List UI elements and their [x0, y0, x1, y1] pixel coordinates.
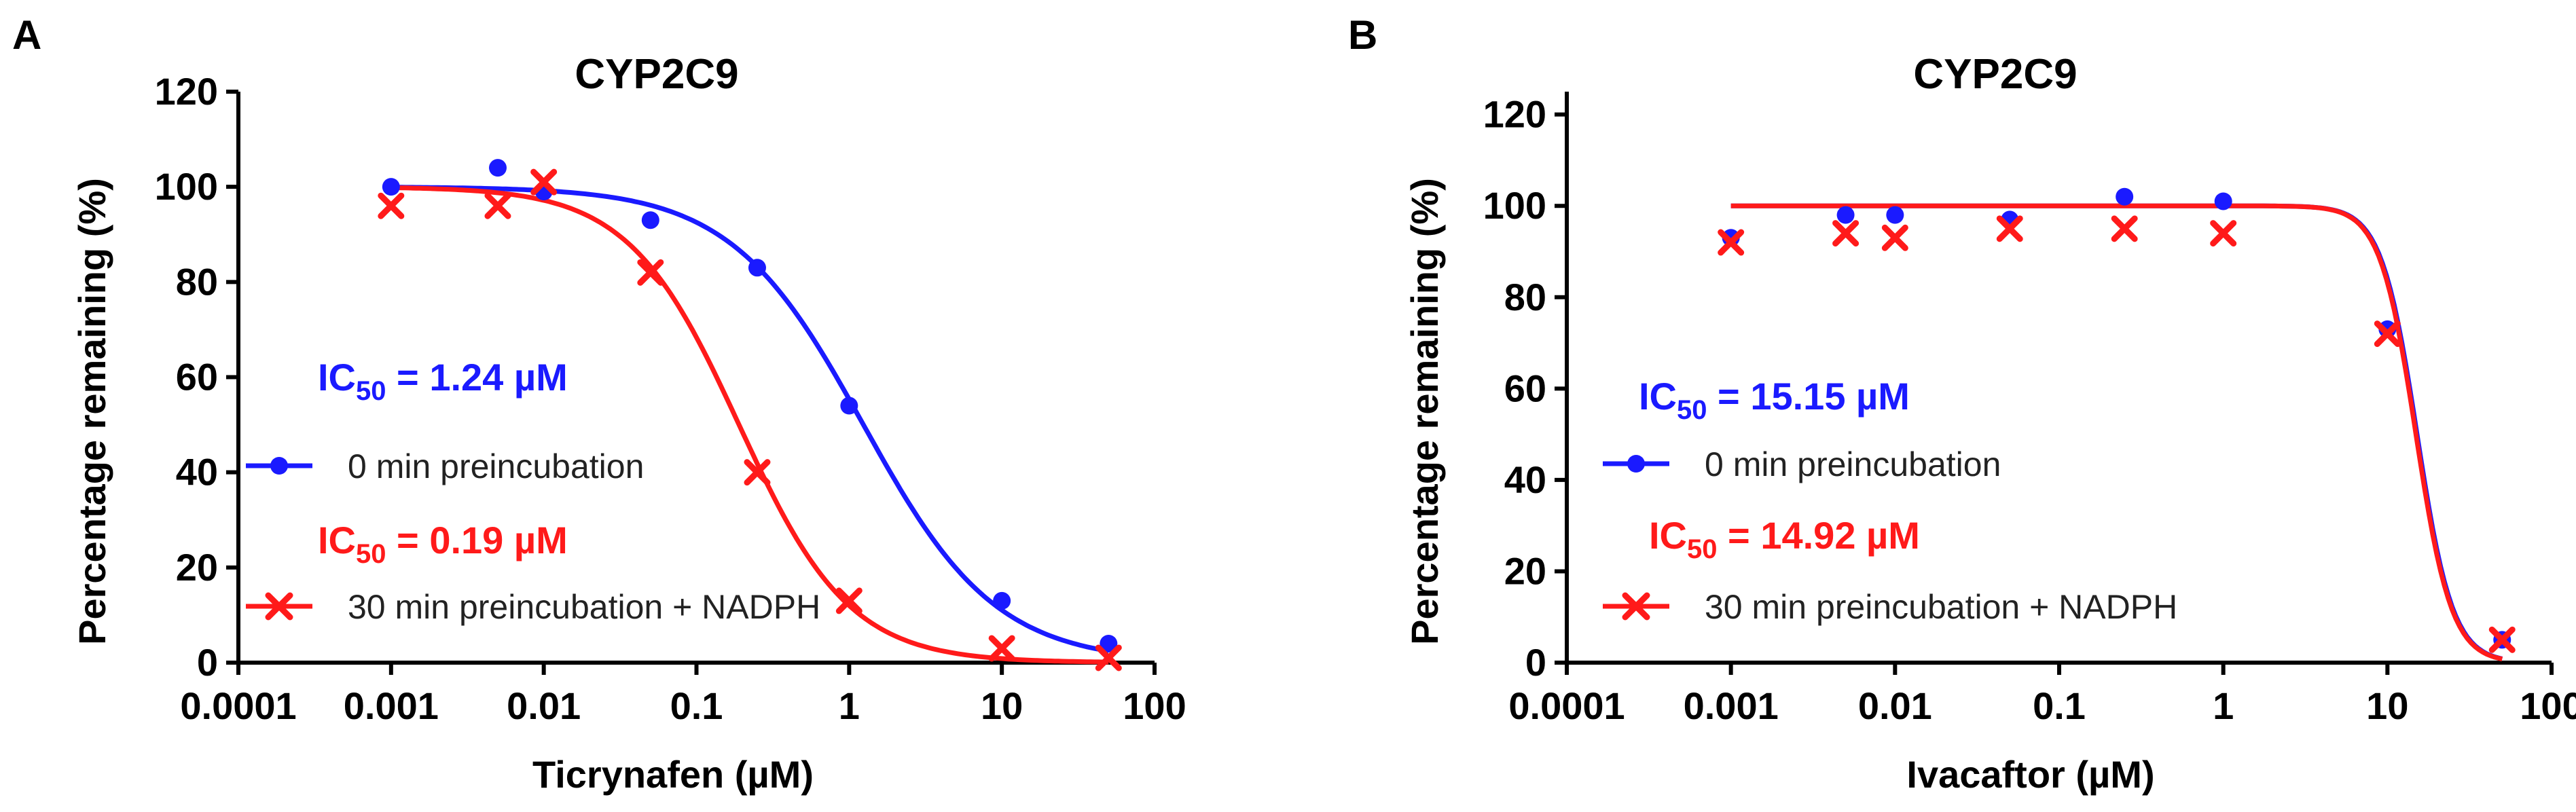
legend-x-stroke — [1622, 592, 1650, 621]
data-point-x — [1832, 220, 1860, 247]
panel-a: A CYP2C9 0.0001 0.001 0.01 0.1 1 10 100 0 20 40 60… — [12, 12, 1186, 796]
legend-marker-circle — [270, 457, 288, 475]
data-point-circle — [1886, 206, 1904, 224]
y-tick-label: 20 — [176, 546, 218, 589]
legend-marker-circle — [1627, 455, 1645, 473]
y-tick-label: 40 — [1504, 458, 1546, 501]
legend: 0 min preincubation 30 min preincubation… — [246, 447, 820, 626]
data-point-x — [530, 168, 558, 196]
chart-title: CYP2C9 — [1913, 51, 2077, 98]
x-tick-label: 0.0001 — [1508, 684, 1625, 727]
y-tick-label: 0 — [197, 641, 218, 684]
legend-label-30min: 30 min preincubation + NADPH — [348, 588, 820, 626]
fit-curves — [1730, 203, 2503, 662]
legend-label-30min: 30 min preincubation + NADPH — [1705, 588, 2177, 626]
data-point-x — [744, 459, 771, 486]
data-point-circle — [748, 259, 766, 277]
x-tick-label: 1 — [2213, 684, 2234, 727]
legend: 0 min preincubation 30 min preincubation… — [1603, 445, 2177, 626]
y-tick-label: 100 — [1483, 184, 1546, 227]
y-tick-label: 60 — [1504, 367, 1546, 409]
data-point-x — [2210, 220, 2237, 247]
data-point-circle — [641, 211, 659, 229]
y-tick-label: 0 — [1525, 641, 1546, 684]
data-point-x — [2111, 215, 2138, 242]
x-tick-label: 0.001 — [344, 684, 439, 727]
x-tick-label: 0.1 — [670, 684, 723, 727]
legend-label-0min: 0 min preincubation — [348, 447, 644, 485]
panel-letter-a: A — [12, 12, 41, 58]
y-tick-label: 40 — [176, 451, 218, 494]
y-tick-label: 120 — [155, 70, 218, 113]
data-point-circle — [382, 178, 400, 196]
y-tick-label: 20 — [1504, 549, 1546, 592]
y-tick-label: 100 — [155, 165, 218, 208]
data-point-x — [1095, 644, 1122, 671]
y-tick-label: 80 — [1504, 276, 1546, 318]
data-point-circle — [993, 591, 1011, 610]
axes: 0.0001 0.001 0.01 0.1 1 10 100 0 20 40 60 80 100 120 — [1483, 92, 2576, 727]
data-point-circle — [1100, 634, 1118, 652]
x-tick-label: 100 — [2520, 684, 2576, 727]
x-tick-label: 0.0001 — [180, 684, 296, 727]
ic50-red-label: IC50 = 14.92 µM — [1649, 514, 1920, 564]
data-point-circle — [488, 159, 507, 177]
data-points — [378, 159, 1122, 671]
x-tick-label: 10 — [2366, 684, 2408, 727]
fit-curve-red — [1730, 203, 2503, 662]
x-axis-label: Ticrynafen (µM) — [532, 753, 814, 796]
data-point-x — [484, 192, 511, 219]
panel-b: B CYP2C9 0.0001 0.001 0.01 0.1 1 10 100 0 20 40 60… — [1348, 12, 2576, 796]
legend-label-0min: 0 min preincubation — [1705, 445, 2001, 483]
data-point-circle — [1836, 206, 1855, 224]
x-tick-label: 0.1 — [2033, 684, 2086, 727]
data-point-circle — [2214, 192, 2232, 210]
ic50-blue-label: IC50 = 15.15 µM — [1639, 375, 1910, 425]
y-tick-label: 120 — [1483, 93, 1546, 136]
x-tick-label: 0.001 — [1684, 684, 1779, 727]
y-tick-label: 80 — [176, 260, 218, 303]
data-point-x — [2488, 626, 2516, 653]
data-points — [1718, 187, 2516, 653]
axes: 0.0001 0.001 0.01 0.1 1 10 100 0 20 40 60 80 100 120 — [155, 70, 1186, 727]
y-axis-label: Percentage remaining (%) — [71, 178, 113, 645]
legend-x-stroke — [265, 592, 293, 621]
legend-marker-x — [265, 592, 293, 621]
chart-title: CYP2C9 — [575, 51, 738, 98]
x-tick-label: 10 — [981, 684, 1023, 727]
x-tick-label: 0.01 — [507, 684, 581, 727]
x-axis-label: Ivacaftor (µM) — [1906, 753, 2154, 796]
panel-letter-b: B — [1348, 12, 1377, 58]
data-point-x — [378, 192, 405, 219]
data-point-x — [1718, 229, 1745, 256]
data-point-x — [835, 587, 863, 614]
data-point-x — [2374, 320, 2401, 348]
data-point-x — [1996, 215, 2023, 242]
legend-marker-x — [1622, 592, 1650, 621]
data-point-circle — [840, 396, 858, 415]
x-tick-label: 0.01 — [1858, 684, 1932, 727]
ic50-blue-label: IC50 = 1.24 µM — [318, 356, 568, 406]
x-tick-label: 100 — [1123, 684, 1186, 727]
ic50-red-label: IC50 = 0.19 µM — [318, 519, 568, 569]
x-tick-label: 1 — [839, 684, 860, 727]
data-point-x — [637, 259, 664, 286]
y-tick-label: 60 — [176, 356, 218, 399]
data-point-circle — [2116, 187, 2134, 206]
y-axis-label: Percentage remaining (%) — [1403, 178, 1446, 645]
data-point-x — [988, 635, 1015, 662]
fit-curve-blue — [391, 185, 1109, 654]
data-point-x — [1881, 224, 1908, 251]
